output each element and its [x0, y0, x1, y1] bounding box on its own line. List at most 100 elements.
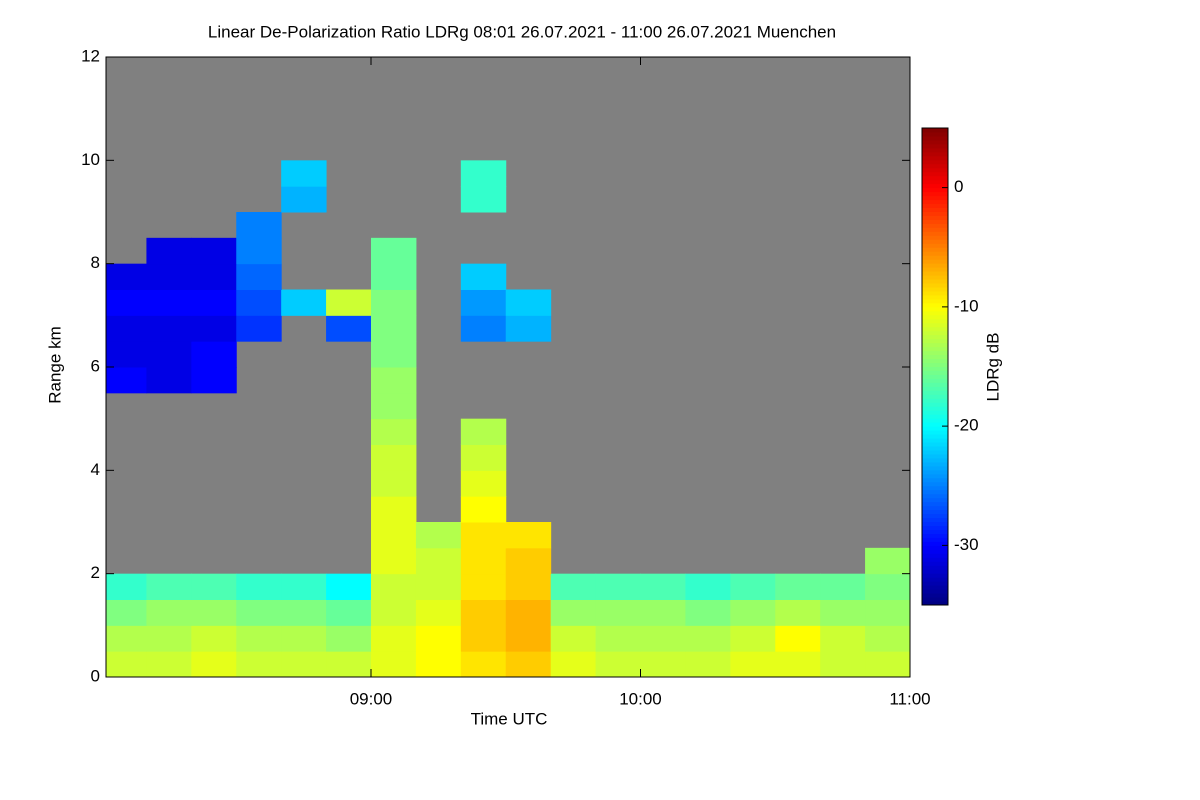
colorbar-strip — [922, 509, 948, 515]
heat-cell — [191, 341, 237, 368]
colorbar-strip — [922, 521, 948, 526]
heat-cell — [550, 651, 597, 678]
heat-cell — [370, 367, 417, 394]
heat-cell — [685, 599, 731, 626]
colorbar-strip — [922, 187, 948, 193]
heat-cell — [460, 547, 507, 575]
heat-cell — [146, 341, 192, 368]
heat-cell — [106, 263, 147, 290]
colorbar-strip — [922, 175, 948, 181]
colorbar-strip — [922, 147, 948, 153]
colorbar-tick-label: -20 — [954, 416, 979, 435]
colorbar-strip — [922, 334, 948, 340]
heat-cell — [326, 573, 372, 600]
heat-cell — [106, 367, 147, 394]
colorbar-strip — [922, 287, 948, 292]
colorbar-strip — [922, 207, 948, 212]
colorbar-strip — [922, 589, 948, 594]
colorbar-strip — [922, 581, 948, 586]
colorbar-strip — [922, 390, 948, 395]
colorbar-strip — [922, 362, 948, 367]
colorbar-strip — [922, 442, 948, 447]
colorbar-strip — [922, 410, 948, 415]
colorbar-strip — [922, 477, 948, 483]
heat-cell — [730, 599, 776, 626]
heat-cell — [550, 599, 597, 626]
colorbar-strip — [922, 573, 948, 578]
y-tick-label: 10 — [81, 150, 100, 169]
colorbar-strip — [922, 191, 948, 197]
colorbar-strip — [922, 529, 948, 534]
colorbar-strip — [922, 283, 948, 288]
colorbar-strip — [922, 597, 948, 602]
heat-cell — [191, 573, 237, 600]
colorbar-strip — [922, 557, 948, 562]
colorbar-strip — [922, 406, 948, 411]
colorbar-strip — [922, 143, 948, 149]
y-tick-label: 4 — [91, 460, 100, 479]
colorbar-strip — [922, 267, 948, 272]
heat-cell — [106, 341, 147, 368]
heat-cell — [460, 315, 507, 342]
colorbar-strip — [922, 171, 948, 177]
heat-cell — [460, 522, 507, 549]
colorbar-strip — [922, 366, 948, 371]
colorbar-strip — [922, 139, 948, 145]
colorbar-strip — [922, 227, 948, 232]
colorbar-strip — [922, 517, 948, 523]
heat-cell — [595, 651, 641, 678]
heat-cell — [775, 651, 821, 678]
colorbar-strip — [922, 279, 948, 284]
heat-cell — [505, 522, 552, 549]
heat-cell — [820, 599, 866, 626]
heat-cell — [865, 651, 911, 678]
heat-cell — [775, 599, 821, 626]
heat-cell — [460, 160, 507, 187]
heat-cell — [281, 186, 327, 213]
colorbar-strip — [922, 330, 948, 336]
colorbar-strip — [922, 453, 948, 459]
colorbar-strip — [922, 485, 948, 491]
heat-cell — [460, 470, 507, 497]
heat-cell — [370, 651, 417, 678]
colorbar-strip — [922, 382, 948, 387]
colorbar-strip — [922, 565, 948, 570]
colorbar-strip — [922, 461, 948, 467]
heat-cell — [505, 625, 552, 652]
colorbar-strip — [922, 493, 948, 499]
y-tick-label: 12 — [81, 46, 100, 65]
colorbar-strip — [922, 402, 948, 407]
colorbar-strip — [922, 473, 948, 479]
heat-cell — [146, 263, 192, 290]
heat-cell — [730, 651, 776, 678]
colorbar-strip — [922, 446, 948, 451]
heat-cell — [236, 599, 282, 626]
colorbar-strip — [922, 247, 948, 252]
heat-cell — [730, 573, 776, 600]
heat-cell — [326, 651, 372, 678]
colorbar-strip — [922, 338, 948, 344]
heat-cell — [640, 651, 686, 678]
y-axis-label: Range km — [45, 326, 64, 403]
heat-cell — [640, 599, 686, 626]
heat-cell — [191, 315, 237, 342]
heat-cell — [460, 625, 507, 652]
colorbar-strip — [922, 418, 948, 423]
colorbar-strip — [922, 302, 948, 308]
heat-cell — [281, 573, 327, 600]
heat-cell — [370, 599, 417, 626]
heat-cell — [191, 289, 237, 316]
heat-cell — [460, 289, 507, 316]
chart-title: Linear De-Polarization Ratio LDRg 08:01 … — [208, 22, 836, 41]
colorbar-strip — [922, 501, 948, 507]
colorbar-strip — [922, 179, 948, 185]
colorbar-strip — [922, 294, 948, 300]
colorbar-strip — [922, 577, 948, 582]
colorbar-strip — [922, 306, 948, 312]
colorbar-strip — [922, 223, 948, 228]
heat-cell — [370, 522, 417, 549]
colorbar-strip — [922, 271, 948, 276]
colorbar-strip — [922, 159, 948, 165]
colorbar-strip — [922, 426, 948, 431]
colorbar-strip — [922, 342, 948, 348]
